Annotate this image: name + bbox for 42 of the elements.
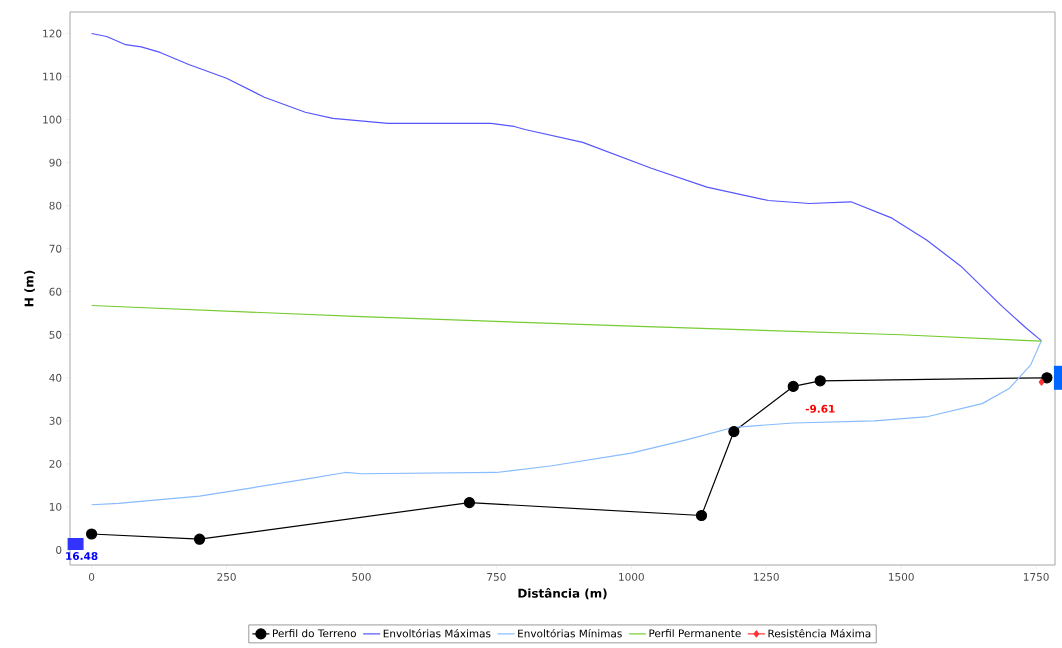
- y-tick-label: 100: [43, 115, 62, 124]
- point: [1041, 372, 1053, 384]
- legend-label: Perfil do Terreno: [273, 629, 356, 638]
- y-tick-label: 90: [49, 158, 62, 167]
- y-tick-label: 40: [49, 373, 62, 382]
- y-tick-label: 20: [49, 459, 62, 468]
- x-tick-label: 250: [217, 572, 236, 581]
- y-tick-label: 70: [49, 244, 62, 253]
- y-tick-label: 30: [49, 416, 62, 425]
- y-axis-title: H (m): [24, 270, 35, 307]
- x-axis-title: Distância (m): [518, 588, 607, 600]
- point: [85, 528, 98, 540]
- point: [193, 533, 206, 545]
- annotation: 16.48: [66, 552, 98, 560]
- point: [814, 375, 826, 387]
- x-tick-label: 750: [487, 572, 506, 581]
- x-tick-label: 1500: [889, 572, 914, 581]
- x-tick-label: 1750: [1023, 572, 1049, 581]
- point: [463, 497, 475, 509]
- annotation: -9.61: [805, 404, 835, 413]
- line-series: [90, 32, 1042, 341]
- line-series: [90, 304, 1043, 342]
- x-tick-label: 500: [352, 572, 371, 581]
- x-tick-label: 1250: [754, 572, 779, 581]
- x-tick-label: 1000: [619, 572, 644, 581]
- x-tick-label: 0: [88, 572, 95, 581]
- point: [1038, 378, 1045, 386]
- legend-label: Perfil Permanente: [649, 629, 741, 638]
- y-tick-label: 50: [49, 330, 62, 339]
- legend-label: Envoltórias Mínimas: [518, 628, 622, 638]
- line-series: [90, 339, 1043, 506]
- y-tick-label: 10: [49, 502, 62, 511]
- y-tick-label: 120: [43, 29, 62, 38]
- y-tick-label: 60: [49, 287, 62, 296]
- legend-label: Envoltórias Máximas: [383, 628, 491, 638]
- y-tick-label: 0: [56, 545, 62, 554]
- y-tick-label: 110: [43, 72, 62, 81]
- legend-label: Resistência Máxima: [768, 628, 871, 638]
- point: [787, 380, 799, 392]
- point: [728, 425, 740, 438]
- y-tick-label: 80: [49, 201, 62, 210]
- point: [695, 509, 708, 522]
